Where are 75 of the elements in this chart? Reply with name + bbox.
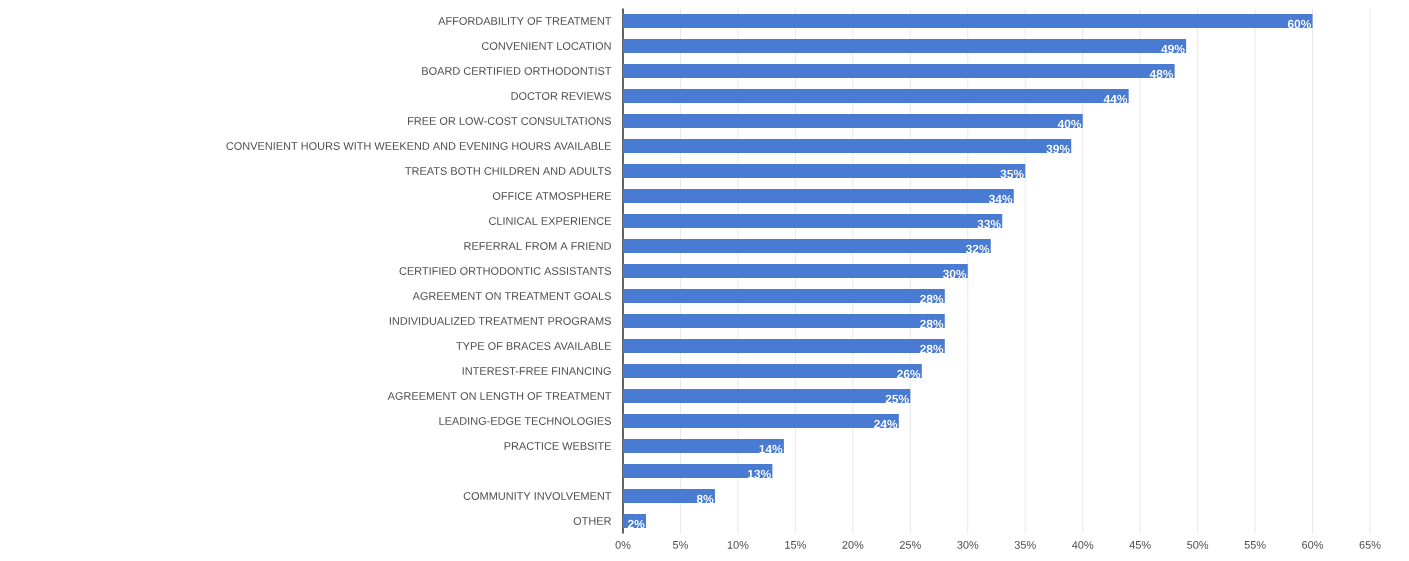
bar (623, 314, 945, 328)
bar (623, 39, 1187, 53)
data-label: 8% (696, 494, 714, 504)
data-label: 14% (759, 444, 783, 454)
bar (623, 89, 1129, 103)
bar (623, 414, 899, 428)
data-label: 28% (920, 294, 944, 304)
y-tick-label: AGREEMENT ON TREATMENT GOALS (412, 292, 611, 300)
x-tick-label: 50% (1187, 541, 1209, 549)
x-tick-label: 30% (957, 541, 979, 549)
bar (623, 339, 945, 353)
y-tick-label: INDIVIDUALIZED TREATMENT PROGRAMS (389, 317, 611, 325)
bar (623, 239, 991, 253)
x-tick-label: 40% (1071, 541, 1094, 549)
bar (623, 289, 945, 303)
data-label: 2% (627, 519, 645, 529)
data-label: 48% (1149, 69, 1174, 79)
x-tick-label: 55% (1244, 541, 1266, 549)
data-label: 28% (920, 344, 944, 354)
y-tick-label: INTEREST-FREE FINANCING (462, 367, 611, 375)
y-tick-label: CONVENIENT HOURS WITH WEEKEND AND EVENING HOURS AVAILABLE (226, 142, 611, 150)
y-tick-label: REFERRAL FROM A FRIEND (464, 242, 611, 250)
x-tick-label: 35% (1014, 541, 1036, 549)
x-tick-label: 10% (727, 541, 749, 549)
y-tick-label: PRACTICE WEBSITE (504, 442, 611, 450)
bar (623, 389, 911, 403)
bar (623, 164, 1026, 178)
y-tick-label: AGREEMENT ON LENGTH OF TREATMENT (387, 392, 612, 400)
bar (623, 189, 1014, 203)
y-tick-label: BOARD CERTIFIED ORTHODONTIST (422, 67, 612, 75)
bar (623, 439, 784, 453)
bar (623, 364, 922, 378)
x-tick-label: 15% (785, 541, 806, 549)
bar (623, 464, 773, 479)
data-label: 60% (1287, 19, 1312, 29)
data-label: 26% (897, 369, 921, 379)
y-tick-label: TYPE OF BRACES AVAILABLE (456, 342, 612, 350)
data-label: 13% (748, 469, 771, 479)
data-label: 32% (965, 244, 990, 254)
bar (623, 114, 1083, 128)
y-tick-label: DOCTOR REVIEWS (511, 92, 611, 100)
data-label: 49% (1161, 44, 1185, 54)
x-tick-label: 5% (672, 541, 688, 549)
data-label: 33% (977, 219, 1001, 229)
x-tick-label: 25% (899, 541, 921, 549)
data-label: 44% (1103, 94, 1128, 104)
x-tick-label: 45% (1129, 541, 1151, 549)
x-tick-label: 60% (1302, 541, 1324, 549)
data-label: 40% (1057, 119, 1082, 129)
bar (623, 14, 1313, 28)
y-tick-label: COMMUNITY INVOLVEMENT (463, 492, 612, 500)
bar (623, 64, 1175, 78)
x-tick-label: 0% (615, 541, 631, 549)
y-tick-label: TREATS BOTH CHILDREN AND ADULTS (405, 167, 611, 175)
y-tick-label: OFFICE ATMOSPHERE (492, 192, 612, 200)
data-label: 25% (885, 394, 909, 404)
data-label: 39% (1046, 144, 1070, 154)
y-tick-label: CERTIFIED ORTHODONTIC ASSISTANTS (399, 267, 611, 275)
x-tick-label: 20% (842, 541, 864, 549)
data-label: 28% (920, 319, 944, 329)
data-label: 30% (942, 269, 967, 279)
bar (623, 489, 715, 504)
y-tick-label: LEADING-EDGE TECHNOLOGIES (439, 417, 611, 425)
y-tick-label: CONVENIENT LOCATION (481, 42, 611, 50)
bar (623, 214, 1003, 228)
data-label: 35% (1000, 169, 1024, 179)
y-tick-label: CLINICAL EXPERIENCE (489, 217, 611, 225)
y-tick-label: AFFORDABILITY OF TREATMENT (438, 17, 612, 25)
x-tick-label: 65% (1359, 541, 1381, 549)
y-tick-label: FREE OR LOW-COST CONSULTATIONS (408, 117, 611, 125)
data-label: 34% (988, 194, 1013, 204)
data-label: 24% (874, 419, 898, 429)
bar (623, 264, 968, 278)
y-tick-label: OTHER (573, 517, 611, 525)
bar (623, 139, 1072, 153)
